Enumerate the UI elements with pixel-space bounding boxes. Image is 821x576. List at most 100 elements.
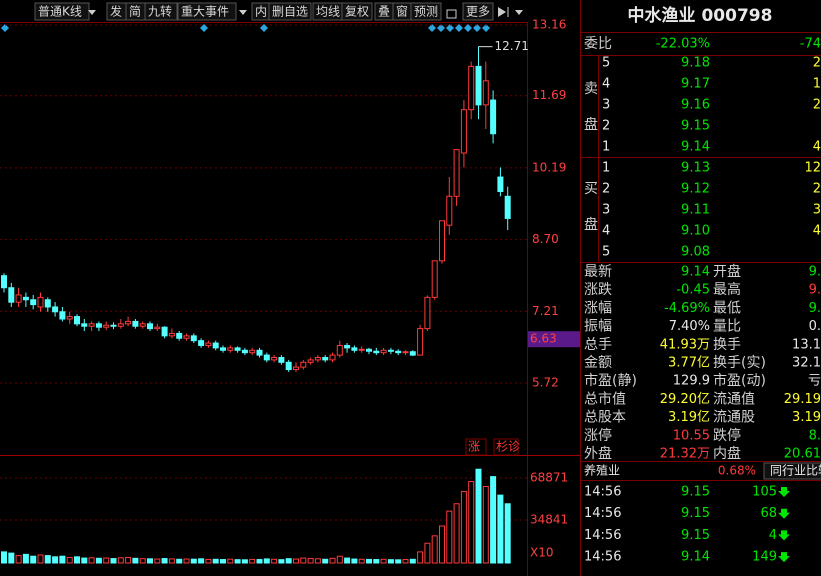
event-marker[interactable]: [1, 24, 9, 32]
candle-body: [278, 356, 285, 363]
candle-body: [212, 342, 219, 349]
tick-time: 14:56: [584, 485, 621, 500]
event-marker[interactable]: [437, 24, 445, 32]
chart-button[interactable]: [493, 438, 519, 456]
volume-bar: [336, 555, 343, 564]
stat-label: 流通值: [713, 391, 755, 407]
weibi-label: 委比: [584, 36, 612, 52]
toolbar-label[interactable]: 简: [129, 5, 141, 19]
candle-body: [125, 320, 132, 325]
chart-button-label[interactable]: 涨: [468, 439, 480, 454]
event-marker[interactable]: [464, 24, 472, 32]
candle-body: [139, 323, 146, 327]
dropdown-icon[interactable]: [515, 10, 523, 15]
compare-button[interactable]: [763, 462, 821, 480]
event-marker[interactable]: [473, 24, 481, 32]
toolbar-label[interactable]: 内: [255, 5, 267, 19]
toolbar-label[interactable]: 叠: [378, 5, 390, 19]
level-price: 9.16: [681, 98, 710, 113]
stat-value: 3.77亿: [668, 356, 710, 371]
event-marker[interactable]: [446, 24, 454, 32]
candle-body: [271, 356, 278, 361]
candle-body: [336, 344, 343, 356]
toolbar-label[interactable]: 九转: [148, 4, 172, 19]
peak-label: 12.71: [495, 39, 529, 53]
event-marker[interactable]: [428, 24, 436, 32]
toolbar-button[interactable]: [177, 2, 237, 21]
candle-body: [1, 275, 7, 289]
candle-body: [95, 323, 102, 328]
level: 3: [602, 203, 610, 218]
volume-tick-label: 34841: [530, 512, 568, 526]
toolbar-label[interactable]: 删自选: [272, 5, 308, 19]
volume-bar: [460, 490, 467, 564]
volume-bar: [366, 558, 372, 564]
volume-bar: [1, 551, 7, 564]
volume-bar: [322, 558, 329, 564]
candle-body: [117, 323, 124, 327]
volume-bar: [468, 481, 475, 564]
toolbar-button[interactable]: [462, 2, 494, 21]
toolbar-label[interactable]: 窗: [396, 5, 408, 19]
candle-body: [468, 65, 475, 111]
candle-body: [241, 349, 248, 354]
candle-body: [205, 342, 212, 346]
lock-icon[interactable]: [446, 9, 457, 19]
event-marker[interactable]: [260, 24, 268, 32]
event-marker[interactable]: [200, 24, 208, 32]
toolbar-button[interactable]: [410, 2, 442, 21]
toolbar-button[interactable]: [268, 2, 312, 21]
candle-body: [329, 354, 336, 361]
volume-bar: [227, 558, 234, 564]
stat-value: -4.69%: [664, 301, 710, 316]
stat-label: 开盘: [713, 263, 741, 280]
candle-body: [497, 176, 504, 192]
volume-bar: [380, 558, 387, 564]
volume-bar: [307, 558, 314, 564]
volume-bar: [395, 559, 402, 564]
stat-label: 市盈(静): [584, 372, 637, 389]
toolbar-label[interactable]: 更多: [466, 5, 490, 19]
volume-bar: [409, 558, 416, 564]
toolbar-button[interactable]: [34, 2, 90, 21]
dropdown-icon[interactable]: [88, 10, 96, 15]
level-price: 9.15: [681, 119, 710, 134]
toolbar-label[interactable]: 预测: [414, 5, 438, 19]
chart-button-label[interactable]: 杉诊: [496, 440, 520, 454]
event-marker[interactable]: [482, 24, 490, 32]
level-volume: 2: [813, 98, 821, 113]
stat-label: 涨停: [584, 427, 612, 444]
candle-body: [417, 328, 424, 356]
stat-label: 振幅: [584, 319, 612, 335]
volume-bar: [234, 559, 241, 564]
volume-bar: [329, 557, 336, 564]
candle-body: [446, 195, 453, 226]
toolbar-label[interactable]: 均线: [316, 5, 340, 19]
play-icon[interactable]: [498, 7, 506, 17]
toolbar-label[interactable]: 重大事件: [181, 5, 229, 19]
volume-bar: [504, 503, 511, 564]
toolbar-label[interactable]: 发: [110, 4, 122, 19]
toolbar-button[interactable]: [144, 2, 178, 21]
candle-body: [431, 260, 438, 298]
toolbar-label[interactable]: 复权: [345, 5, 369, 19]
dropdown-icon[interactable]: [239, 10, 247, 15]
volume-bar: [293, 558, 299, 564]
chart-button[interactable]: [465, 438, 487, 456]
volume-bar: [424, 542, 431, 564]
candle-body: [351, 347, 358, 351]
down-arrow: [778, 552, 790, 563]
stat-value: 9.: [809, 265, 821, 280]
candle-body: [147, 323, 153, 330]
compare-label[interactable]: 同行业比较: [770, 463, 821, 478]
tick-price: 9.14: [681, 550, 710, 565]
stat-value: 9.: [809, 283, 821, 298]
stat-label: 总手: [584, 337, 612, 353]
level: 1: [602, 140, 610, 155]
level: 5: [602, 245, 610, 260]
event-marker[interactable]: [455, 24, 463, 32]
toolbar-label[interactable]: 普通K线: [38, 5, 82, 19]
stat-value: 20.61: [784, 447, 821, 462]
toolbar-button[interactable]: [341, 2, 373, 21]
candle-body: [154, 326, 161, 330]
